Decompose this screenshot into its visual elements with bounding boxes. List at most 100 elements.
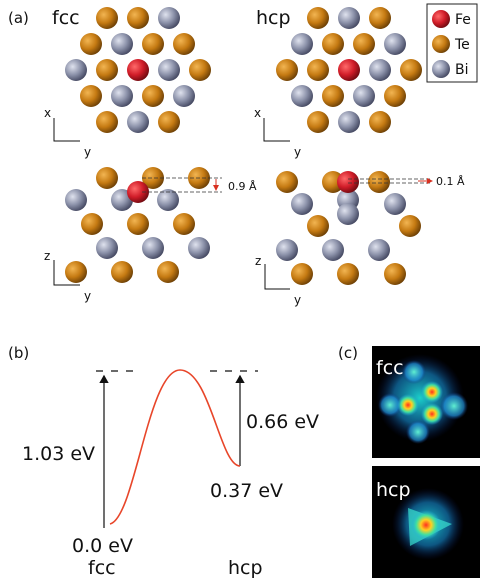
te-atom <box>322 85 344 107</box>
hcp-top-view <box>276 7 422 133</box>
bi-atom <box>291 193 313 215</box>
bi-atom <box>384 33 406 55</box>
legend-te-label: Te <box>454 37 470 53</box>
te-atom <box>157 261 179 283</box>
bi-atom <box>111 85 133 107</box>
bi-atom <box>353 85 375 107</box>
fcc-side-axes <box>53 260 80 286</box>
barrier-fcc-label: 1.03 eV <box>22 443 95 465</box>
legend-fe-label: Fe <box>455 12 471 28</box>
fcc-side-axis-z: z <box>44 249 50 263</box>
te-atom <box>291 263 313 285</box>
fcc-energy-label: 0.0 eV <box>72 535 133 557</box>
te-atom <box>96 59 118 81</box>
fcc-height-label: 0.9 Å <box>228 180 257 193</box>
fcc-height-marker <box>142 177 222 193</box>
bi-atom <box>65 59 87 81</box>
te-atom <box>276 171 298 193</box>
te-atom <box>337 263 359 285</box>
fe-atom <box>337 171 359 193</box>
bi-atom <box>369 59 391 81</box>
te-atom <box>173 213 195 235</box>
bi-atom <box>127 111 149 133</box>
fcc-side-view <box>65 167 210 283</box>
fcc-side-axis-y: y <box>84 289 91 303</box>
fcc-top-axes <box>53 118 80 142</box>
te-atom <box>142 33 164 55</box>
fcc-map-label: fcc <box>376 357 404 379</box>
te-atom <box>142 85 164 107</box>
bi-atom <box>158 59 180 81</box>
te-atom <box>307 215 329 237</box>
bi-atom <box>291 33 313 55</box>
bi-atom <box>96 237 118 259</box>
hcp-height-label: 0.1 Å <box>436 175 465 188</box>
legend-bi-swatch <box>432 60 450 78</box>
bi-atom <box>291 85 313 107</box>
fcc-top-view <box>65 7 211 133</box>
bi-atom <box>276 239 298 261</box>
bi-atom <box>111 33 133 55</box>
te-atom <box>127 213 149 235</box>
bi-atom <box>157 189 179 211</box>
te-atom <box>158 111 180 133</box>
te-atom <box>322 33 344 55</box>
te-atom <box>65 261 87 283</box>
panel-label-b: (b) <box>8 344 29 362</box>
barrier-hcp-label: 0.66 eV <box>246 411 319 433</box>
bi-atom <box>368 239 390 261</box>
fcc-title: fcc <box>52 7 80 29</box>
hcp-energy-label: 0.37 eV <box>210 480 283 502</box>
te-atom <box>142 167 164 189</box>
te-atom <box>400 59 422 81</box>
legend <box>426 3 478 83</box>
te-atom <box>369 7 391 29</box>
legend-fe-swatch <box>432 10 450 28</box>
hcp-top-axes <box>263 118 290 142</box>
fcc-density-map <box>372 346 480 458</box>
hcp-side-axes <box>264 264 290 290</box>
hcp-density-map <box>372 466 480 578</box>
hcp-height-marker <box>348 178 433 184</box>
hcp-side-axis-y: y <box>294 293 301 307</box>
legend-bi-label: Bi <box>455 62 469 78</box>
hcp-side-view <box>276 171 421 285</box>
te-atom <box>111 261 133 283</box>
bi-atom <box>158 7 180 29</box>
te-atom <box>96 167 118 189</box>
bi-atom <box>173 85 195 107</box>
te-atom <box>307 7 329 29</box>
te-atom <box>353 33 375 55</box>
hcp-title: hcp <box>256 7 291 29</box>
energy-curve <box>109 369 241 525</box>
fe-atom <box>127 181 149 203</box>
te-atom <box>96 7 118 29</box>
bi-atom <box>384 193 406 215</box>
bi-atom <box>142 237 164 259</box>
hcp-map-label: hcp <box>376 479 411 501</box>
te-atom <box>384 85 406 107</box>
bi-atom <box>322 239 344 261</box>
bi-atom <box>338 111 360 133</box>
fe-atom <box>338 59 360 81</box>
fe-atom <box>127 59 149 81</box>
te-atom <box>127 7 149 29</box>
te-atom <box>81 213 103 235</box>
legend-te-swatch <box>432 35 450 53</box>
panel-label-c: (c) <box>338 344 358 362</box>
te-atom <box>276 59 298 81</box>
te-atom <box>189 59 211 81</box>
end-state-label: hcp <box>228 557 263 578</box>
fcc-top-axis-x: x <box>44 106 51 120</box>
fcc-top-axis-y: y <box>84 145 91 159</box>
te-atom <box>173 33 195 55</box>
panel-label-a: (a) <box>8 9 29 27</box>
bi-atom <box>188 237 210 259</box>
bi-atom <box>338 7 360 29</box>
te-atom <box>399 215 421 237</box>
hcp-top-axis-y: y <box>294 145 301 159</box>
start-state-label: fcc <box>88 557 116 578</box>
energy-diagram <box>96 369 258 528</box>
hcp-side-axis-z: z <box>255 254 261 268</box>
